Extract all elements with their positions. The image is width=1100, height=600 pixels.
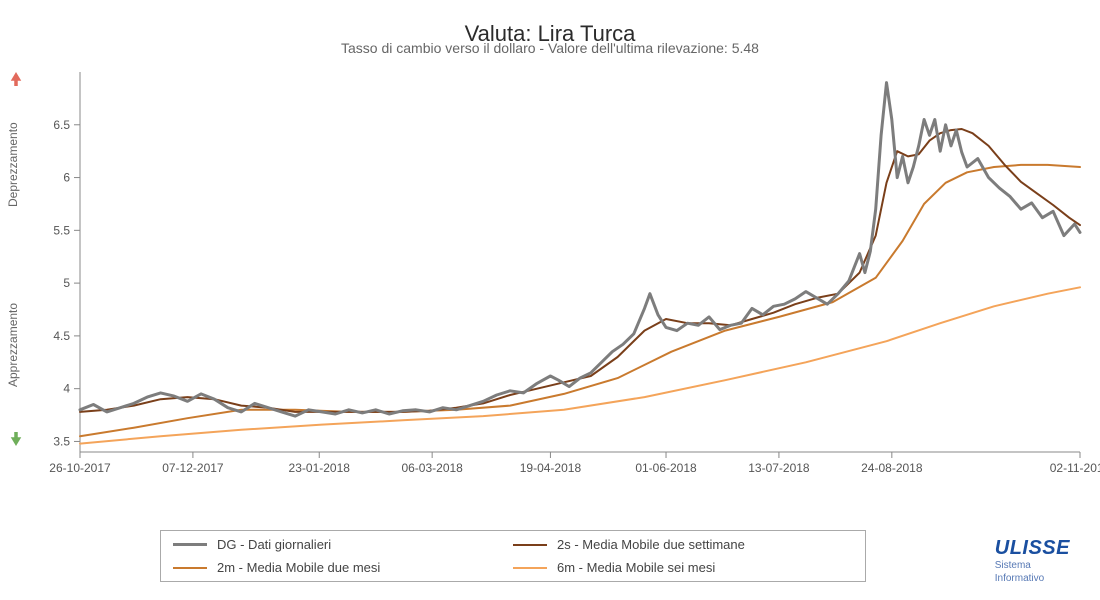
legend-swatch-m6 <box>513 567 547 569</box>
legend-entry-m6: 6m - Media Mobile sei mesi <box>513 560 853 575</box>
legend-label: 2m - Media Mobile due mesi <box>217 560 380 575</box>
legend-entry-dg: DG - Dati giornalieri <box>173 537 513 552</box>
legend-swatch-dg <box>173 543 207 546</box>
svg-text:26-10-2017: 26-10-2017 <box>49 461 111 475</box>
y-tick: 5.5 <box>53 223 80 237</box>
x-tick: 26-10-2017 <box>49 452 111 475</box>
arrow-down-icon <box>10 432 22 446</box>
x-tick: 01-06-2018 <box>635 452 697 475</box>
y-tick: 6 <box>63 171 80 185</box>
svg-text:01-06-2018: 01-06-2018 <box>635 461 697 475</box>
plot-area: 3.5 4 4.5 5 5.5 6 6.5 26-10-2017 07-12-2017 23-01… <box>45 72 1085 484</box>
svg-text:3.5: 3.5 <box>53 434 70 448</box>
svg-text:24-08-2018: 24-08-2018 <box>861 461 923 475</box>
x-tick: 07-12-2017 <box>162 452 224 475</box>
x-tick: 19-04-2018 <box>520 452 582 475</box>
x-tick: 06-03-2018 <box>401 452 463 475</box>
series-m6 <box>80 287 1080 443</box>
x-tick: 13-07-2018 <box>748 452 810 475</box>
legend-entry-m2: 2m - Media Mobile due mesi <box>173 560 513 575</box>
brand-tagline-1: Sistema <box>995 560 1070 571</box>
legend-swatch-s2 <box>513 544 547 546</box>
svg-text:5.5: 5.5 <box>53 223 70 237</box>
y-tick: 4.5 <box>53 329 80 343</box>
y-tick: 4 <box>63 382 80 396</box>
legend-entry-s2: 2s - Media Mobile due settimane <box>513 537 853 552</box>
svg-text:5: 5 <box>63 276 70 290</box>
svg-text:4.5: 4.5 <box>53 329 70 343</box>
series-dg <box>80 83 1080 417</box>
svg-text:02-11-2018: 02-11-2018 <box>1050 461 1100 475</box>
svg-text:13-07-2018: 13-07-2018 <box>748 461 810 475</box>
svg-text:23-01-2018: 23-01-2018 <box>289 461 351 475</box>
legend-label: DG - Dati giornalieri <box>217 537 331 552</box>
svg-text:6: 6 <box>63 171 70 185</box>
arrow-up-icon <box>10 72 22 86</box>
series-group <box>80 83 1080 444</box>
brand-logo: ULISSE Sistema Informativo <box>995 538 1070 584</box>
x-tick: 24-08-2018 <box>861 452 923 475</box>
legend-swatch-m2 <box>173 567 207 569</box>
legend-label: 2s - Media Mobile due settimane <box>557 537 745 552</box>
brand-tagline-2: Informativo <box>995 573 1070 584</box>
y-tick: 3.5 <box>53 434 80 448</box>
series-s2 <box>80 129 1080 412</box>
svg-text:07-12-2017: 07-12-2017 <box>162 461 224 475</box>
legend: DG - Dati giornalieri 2s - Media Mobile d… <box>160 530 866 582</box>
plot-svg: 3.5 4 4.5 5 5.5 6 6.5 26-10-2017 07-12-2017 23-01… <box>45 72 1085 484</box>
chart-subtitle: Tasso di cambio verso il dollaro - Valor… <box>0 40 1100 56</box>
svg-text:06-03-2018: 06-03-2018 <box>401 461 463 475</box>
y-tick: 5 <box>63 276 80 290</box>
svg-text:4: 4 <box>63 382 70 396</box>
y-annotation-apprezzamento: Apprezzamento <box>6 270 26 420</box>
svg-text:19-04-2018: 19-04-2018 <box>520 461 582 475</box>
svg-text:6.5: 6.5 <box>53 118 70 132</box>
x-tick: 23-01-2018 <box>289 452 351 475</box>
x-tick: 02-11-2018 <box>1050 452 1100 475</box>
y-annotation-deprezzamento: Deprezzamento <box>6 90 26 240</box>
series-m2 <box>80 165 1080 436</box>
y-tick: 6.5 <box>53 118 80 132</box>
legend-label: 6m - Media Mobile sei mesi <box>557 560 715 575</box>
brand-name: ULISSE <box>995 538 1070 558</box>
